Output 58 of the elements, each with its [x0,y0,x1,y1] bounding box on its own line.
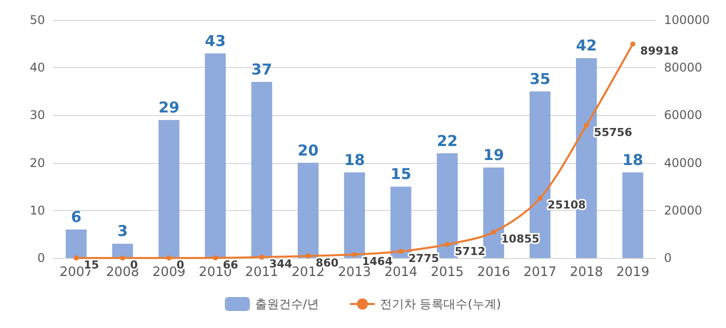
point [491,230,496,235]
bar [298,162,319,258]
y-tick-label: 20 [30,156,45,170]
point [74,255,79,260]
point [398,248,404,254]
y2-tick-label: 100000 [664,13,710,27]
point [166,256,172,260]
bar [251,82,272,258]
y-tick-label: 10 [30,203,45,218]
legend-label: 출원건수/년 [254,297,319,311]
bar [158,120,180,258]
y2-tick-label: 0 [664,251,672,265]
y-tick-label: 40 [30,60,45,75]
point [120,256,126,260]
legend-label: 전기차 등록대수(누계) [380,297,502,311]
point [630,41,636,46]
data-label: 19 [483,146,504,164]
point [444,242,450,247]
y2-tick-label: 20000 [664,203,702,218]
data-label: 3 [117,222,128,240]
data-label: 18 [622,150,644,169]
data-label: 37 [251,60,272,78]
y2-tick-label: 60000 [664,108,702,122]
data-label: 20 [298,141,319,160]
data-label: 18 [344,150,365,169]
data-label: 89918 [640,44,679,58]
y-tick-label: 0 [37,251,45,265]
x-tick-label: 2015 [430,265,464,280]
y-tick-label: 30 [30,108,45,122]
data-label: 2775 [408,252,440,265]
x-tick-label: 2014 [384,265,418,280]
bar [204,53,226,258]
data-label: 344 [269,258,293,271]
data-label: 29 [158,98,180,116]
data-label: 42 [576,36,597,55]
data-label: 43 [204,32,226,50]
point [212,255,218,260]
bar [112,244,134,258]
x-tick-label: 2013 [338,265,372,280]
y-tick-label: 50 [30,13,45,27]
point [352,252,357,258]
point [306,253,311,258]
point [259,254,264,260]
x-tick-label: 2016 [477,265,510,280]
point [538,196,543,201]
y2-tick-label: 80000 [664,60,702,75]
bar [66,229,87,258]
x-tick-label: 2017 [523,265,557,280]
x-tick-label: 2019 [616,265,650,280]
bar [344,172,365,258]
bar [622,172,644,258]
data-label: 35 [530,70,550,88]
data-label: 6 [70,208,82,226]
data-label: 15 [390,165,412,184]
y2-tick-label: 40000 [664,156,702,170]
x-tick-label: 2018 [570,265,603,280]
data-label: 22 [436,132,458,150]
point [584,122,589,128]
